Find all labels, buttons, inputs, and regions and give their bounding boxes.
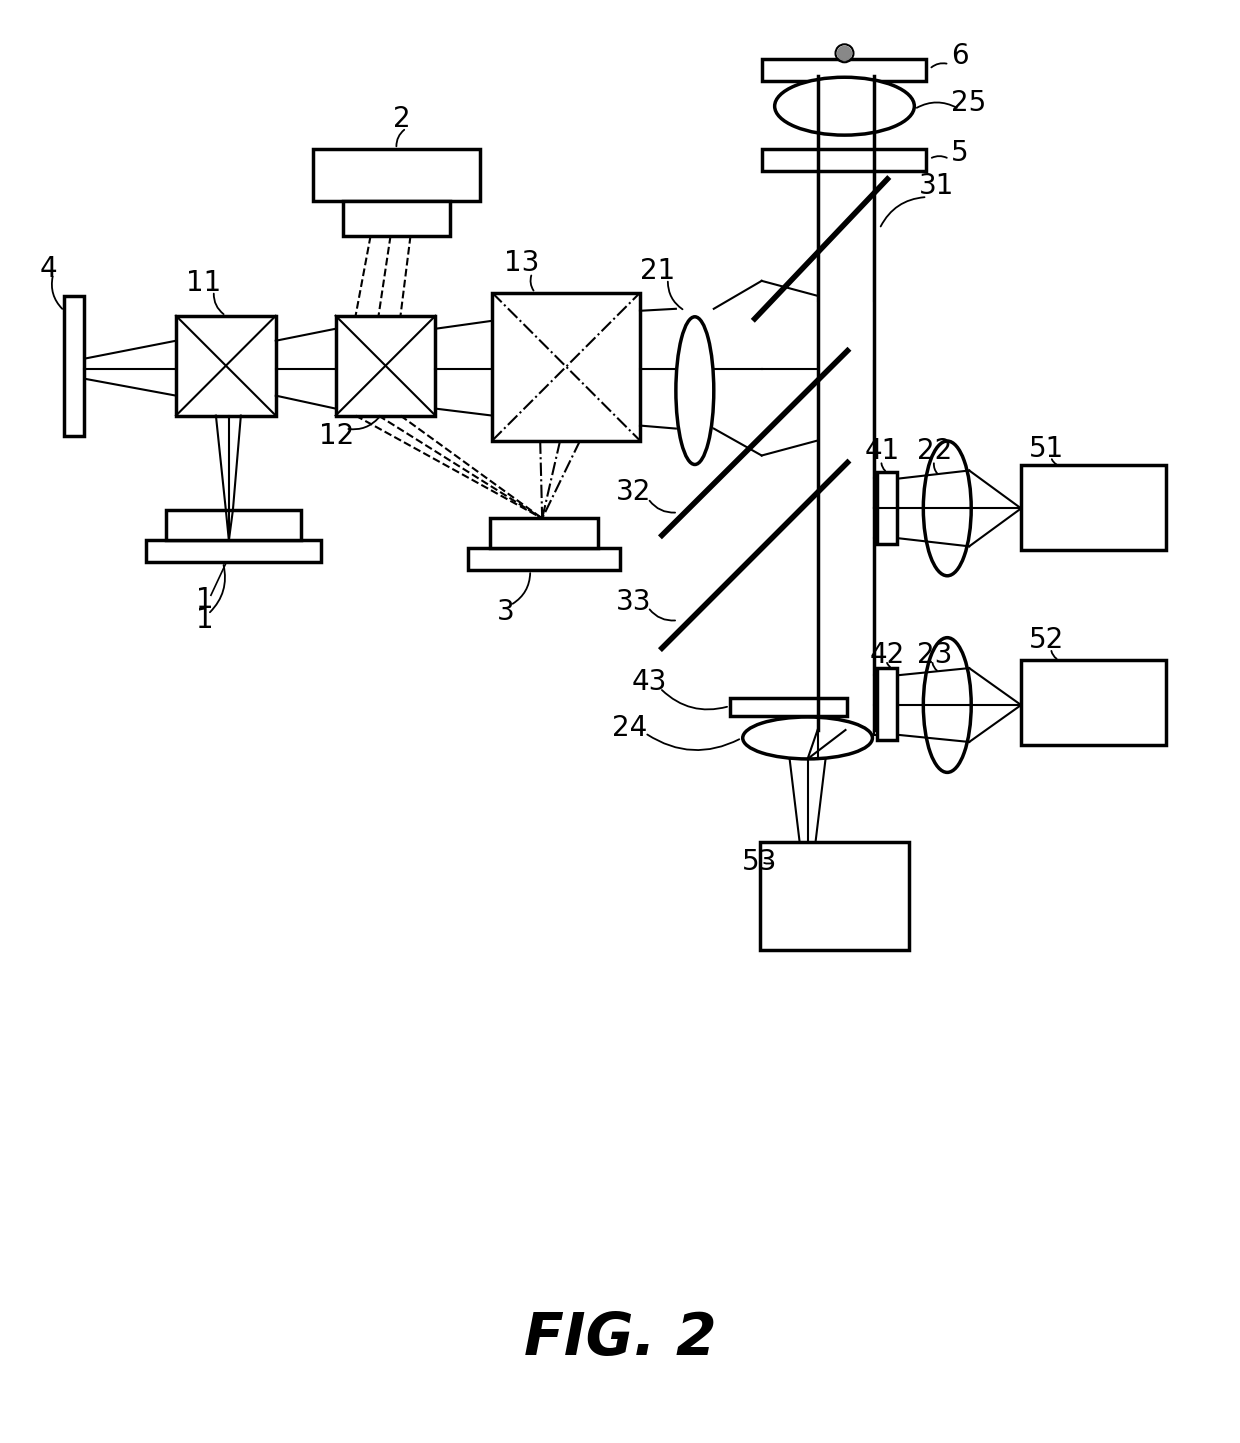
Bar: [761, 149, 926, 172]
Text: 32: 32: [616, 479, 651, 506]
Text: 1: 1: [196, 606, 213, 633]
Text: 11: 11: [186, 268, 221, 297]
Text: 2: 2: [393, 105, 410, 133]
Text: 23: 23: [918, 641, 952, 670]
Text: 42: 42: [869, 641, 905, 670]
Bar: [1021, 659, 1166, 745]
Text: 33: 33: [616, 589, 651, 616]
Text: 51: 51: [1029, 434, 1064, 463]
Text: 13: 13: [505, 248, 539, 277]
Text: 3: 3: [497, 599, 515, 626]
Bar: [166, 511, 301, 540]
Bar: [176, 316, 275, 416]
Text: FIG. 2: FIG. 2: [523, 1310, 717, 1368]
Ellipse shape: [924, 442, 971, 576]
Bar: [336, 316, 435, 416]
Text: 52: 52: [1029, 626, 1064, 654]
Text: 1: 1: [196, 586, 213, 615]
Bar: [878, 472, 898, 544]
Bar: [878, 668, 898, 740]
Text: 5: 5: [951, 139, 968, 167]
Text: 25: 25: [951, 89, 987, 117]
Ellipse shape: [924, 638, 971, 772]
Bar: [492, 293, 640, 440]
Text: 31: 31: [919, 172, 955, 201]
Ellipse shape: [676, 317, 714, 465]
Bar: [64, 296, 84, 436]
Text: 22: 22: [918, 437, 952, 465]
Bar: [760, 841, 909, 949]
Text: 4: 4: [40, 255, 57, 283]
Text: 24: 24: [613, 714, 647, 742]
Text: 21: 21: [640, 257, 676, 284]
Text: 41: 41: [864, 437, 900, 465]
Text: 12: 12: [319, 421, 353, 450]
Bar: [1021, 466, 1166, 550]
Text: 43: 43: [632, 668, 667, 696]
Bar: [730, 698, 847, 716]
Bar: [312, 149, 480, 201]
Bar: [761, 59, 926, 81]
Bar: [490, 518, 598, 548]
Bar: [469, 548, 620, 570]
Text: 53: 53: [742, 847, 777, 876]
Text: 6: 6: [951, 42, 968, 71]
Ellipse shape: [743, 717, 873, 759]
Circle shape: [837, 46, 852, 61]
Bar: [146, 540, 321, 563]
Bar: [342, 201, 450, 237]
Ellipse shape: [775, 78, 914, 136]
